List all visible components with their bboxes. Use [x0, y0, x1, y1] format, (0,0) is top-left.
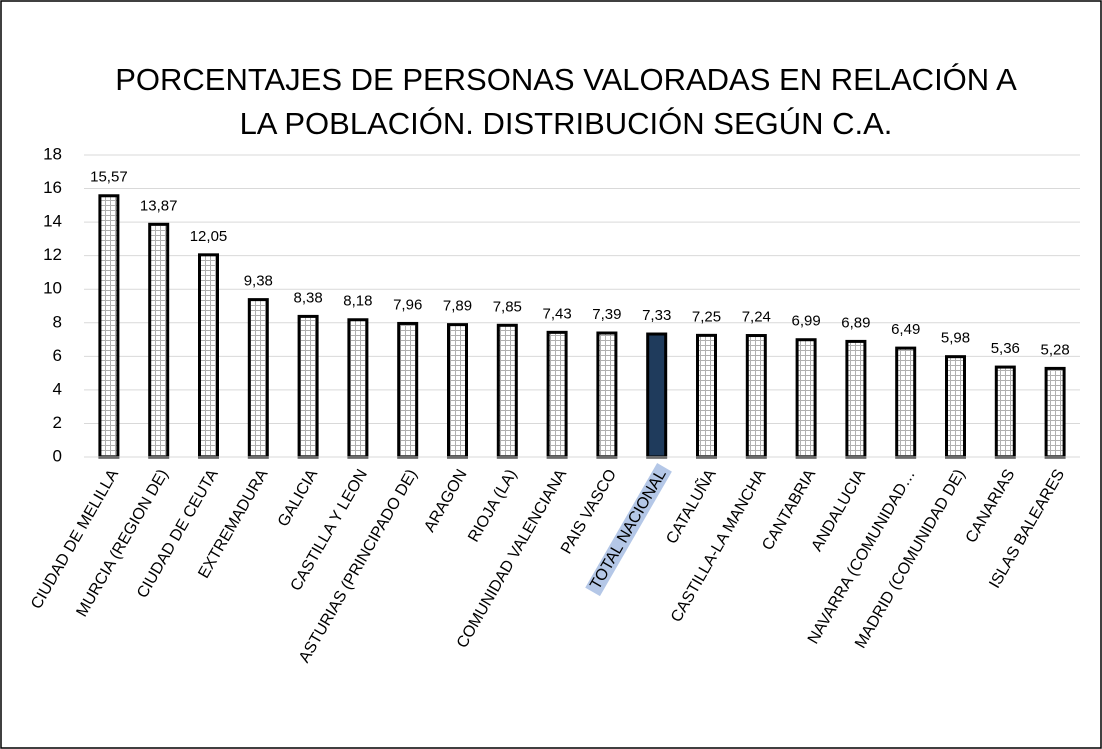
data-label: 5,36	[991, 340, 1020, 357]
bar	[397, 321, 419, 459]
chart-title: PORCENTAJES DE PERSONAS VALORADAS EN REL…	[115, 62, 1017, 97]
data-label: 9,38	[244, 273, 273, 290]
bar	[945, 355, 966, 459]
data-label: 7,89	[443, 298, 472, 315]
bar	[447, 323, 468, 459]
bar	[596, 331, 618, 459]
bar	[496, 323, 518, 459]
bar	[696, 333, 717, 459]
data-label: 6,89	[841, 314, 870, 331]
data-label: 12,05	[190, 228, 228, 245]
label-highlight	[585, 463, 672, 597]
bar	[347, 318, 369, 459]
bar	[198, 253, 219, 459]
data-label: 7,24	[742, 308, 771, 325]
bar	[845, 339, 867, 459]
data-label: 7,33	[642, 307, 671, 324]
data-label: 8,38	[293, 289, 322, 306]
bar	[994, 365, 1016, 459]
data-label: 7,39	[592, 306, 621, 323]
y-tick-label: 18	[43, 144, 62, 163]
y-tick-label: 2	[53, 413, 62, 432]
data-label: 5,28	[1040, 341, 1069, 358]
bar	[745, 334, 767, 459]
chart-title: LA POBLACIÓN. DISTRIBUCIÓN SEGÚN C.A.	[240, 106, 893, 141]
data-label: 6,99	[791, 313, 820, 330]
data-label: 7,85	[493, 298, 522, 315]
data-label: 5,98	[941, 330, 970, 347]
y-tick-label: 4	[53, 379, 62, 398]
y-tick-label: 8	[53, 312, 62, 331]
bar	[148, 222, 170, 459]
data-label: 6,49	[891, 321, 920, 338]
data-label: 7,43	[542, 305, 571, 322]
data-label: 7,96	[393, 296, 422, 313]
data-label: 8,18	[343, 293, 372, 310]
y-tick-label: 0	[53, 446, 62, 465]
y-tick-label: 16	[43, 178, 62, 197]
data-label: 15,57	[90, 169, 128, 186]
y-tick-label: 14	[43, 212, 62, 231]
bar	[795, 338, 817, 459]
y-tick-label: 10	[43, 279, 62, 298]
bar	[895, 346, 917, 459]
bar	[297, 314, 319, 459]
data-label: 13,87	[140, 197, 178, 214]
bar	[646, 332, 668, 459]
y-tick-label: 12	[43, 245, 62, 264]
bar	[1044, 366, 1066, 459]
bar	[546, 330, 568, 459]
bar	[247, 298, 269, 459]
data-label: 7,25	[692, 308, 721, 325]
y-tick-label: 6	[53, 346, 62, 365]
bar	[98, 194, 120, 459]
